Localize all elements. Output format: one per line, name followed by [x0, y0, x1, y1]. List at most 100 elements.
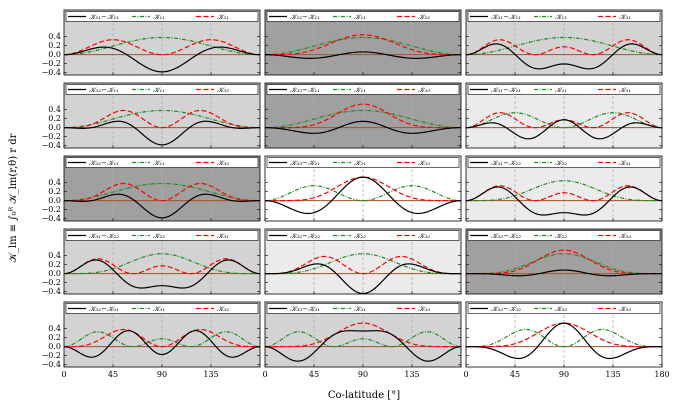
- x-axis-label: Co-latitude [°]: [328, 390, 400, 401]
- y-tick-label: −0.4: [42, 214, 61, 223]
- legend-box: [467, 303, 661, 314]
- y-tick-label: 0.0: [48, 123, 61, 132]
- x-tick-label: 45: [309, 370, 319, 379]
- y-tick-label: −0.2: [42, 132, 61, 141]
- legend: 𝒦₃₂−𝒦₁₁ 𝒦₁₁ 𝒦₃₂: [65, 157, 259, 168]
- second-kernel-line: [64, 109, 260, 129]
- y-tick-label: 0.4: [48, 251, 61, 260]
- legend-label: 𝒦₃₁−𝒦₂₂: [89, 232, 119, 240]
- difference-line: [264, 330, 462, 362]
- legend-label: 𝒦₃₃−𝒦₃₂: [491, 305, 521, 313]
- y-tick-label: 0.4: [48, 32, 61, 41]
- y-tick-label: −0.4: [42, 68, 61, 77]
- y-tick-label: 0.2: [48, 114, 61, 123]
- first-kernel-line: [465, 36, 663, 56]
- panel-10: 𝒦₃₁−𝒦₂₂ 𝒦₂₂ 𝒦₃₁ −0.4−0.20.00.20.4: [42, 228, 261, 296]
- y-tick-label: −0.4: [42, 360, 61, 369]
- legend-label: 𝒦₁₁: [354, 13, 366, 21]
- second-kernel-line: [265, 176, 461, 202]
- legend-label: 𝒦₃₁: [217, 232, 229, 240]
- y-tick-label: 0.2: [48, 187, 61, 196]
- legend-label: 𝒦₂₂: [153, 232, 165, 240]
- legend-label: 𝒦₁₁: [555, 13, 567, 21]
- second-kernel-line: [63, 39, 261, 56]
- panel-3: 𝒦₃₁−𝒦₁₁ 𝒦₁₁ 𝒦₃₁: [465, 9, 663, 76]
- y-tick-label: −0.4: [42, 287, 61, 296]
- legend-label: 𝒦₂₂: [354, 232, 366, 240]
- legend-box: [65, 84, 259, 95]
- y-tick-label: −0.4: [42, 141, 61, 150]
- x-tick-label: 90: [358, 370, 368, 379]
- legend-label: 𝒦₃₂: [217, 159, 229, 167]
- first-kernel-line: [466, 328, 662, 348]
- second-kernel-line: [265, 322, 461, 348]
- second-kernel-line: [265, 255, 461, 275]
- legend-label: 𝒦₂₁: [555, 86, 567, 94]
- legend: 𝒦₃₃−𝒦₂₁ 𝒦₂₁ 𝒦₃₃: [266, 157, 460, 168]
- legend-label: 𝒦₃₁: [619, 159, 631, 167]
- y-axis-label: 𝒦_lm ≡ ∫₀ᴿ 𝒦_lm(r,θ) r dr: [8, 133, 19, 262]
- second-kernel-line: [64, 328, 260, 348]
- first-kernel-line: [63, 36, 261, 56]
- first-kernel-line: [466, 253, 662, 275]
- legend-label: 𝒦₃₂: [418, 232, 430, 240]
- difference-line: [63, 330, 261, 358]
- panel-4: 𝒦₃₂−𝒦₁₁ 𝒦₁₁ 𝒦₃₂ −0.4−0.20.00.20.4: [42, 82, 261, 150]
- y-tick-label: 0.0: [48, 50, 61, 59]
- y-tick-label: −0.2: [42, 351, 61, 360]
- difference-line: [63, 193, 261, 219]
- y-tick-label: −0.2: [42, 205, 61, 214]
- first-kernel-line: [265, 253, 461, 275]
- legend: 𝒦₂₂−𝒦₁₁ 𝒦₁₁ 𝒦₂₂: [266, 11, 460, 22]
- legend-label: 𝒦₃₂−𝒦₂₂: [290, 232, 320, 240]
- panel-14: 𝒦₃₃−𝒦₃₁ 𝒦₃₁ 𝒦₃₃ 0 45 90 135: [262, 301, 462, 379]
- legend-box: [65, 230, 259, 241]
- legend-box: [467, 84, 661, 95]
- x-tick-label: 180: [654, 370, 669, 379]
- first-kernel-line: [63, 109, 261, 129]
- legend-label: 𝒦₂₁−𝒦₁₁: [89, 13, 119, 21]
- legend-label: 𝒦₃₃−𝒦₂₁: [290, 159, 320, 167]
- panel-12: 𝒦₃₃−𝒦₂₂ 𝒦₂₂ 𝒦₃₃: [465, 228, 663, 295]
- legend-label: 𝒦₃₁−𝒦₂₁: [491, 86, 521, 94]
- legend-label: 𝒦₃₁: [619, 86, 631, 94]
- difference-line: [465, 43, 663, 70]
- legend: 𝒦₃₁−𝒦₂₁ 𝒦₂₁ 𝒦₃₁: [467, 84, 661, 95]
- y-tick-label: 0.2: [48, 41, 61, 50]
- legend-box: [266, 157, 460, 168]
- difference-line: [63, 46, 261, 73]
- y-tick-label: 0.0: [48, 196, 61, 205]
- first-kernel-line: [63, 331, 261, 348]
- second-kernel-line: [466, 322, 662, 348]
- x-tick-label: 0: [463, 370, 468, 379]
- legend-label: 𝒦₃₂: [217, 305, 229, 313]
- legend-box: [467, 11, 661, 22]
- difference-line: [466, 269, 662, 277]
- first-kernel-line: [64, 253, 260, 275]
- legend-box: [467, 230, 661, 241]
- legend-box: [266, 230, 460, 241]
- legend-label: 𝒦₂₂: [555, 159, 567, 167]
- difference-line: [264, 120, 462, 134]
- legend-label: 𝒦₁₁: [153, 86, 165, 94]
- legend-label: 𝒦₃₂: [555, 305, 567, 313]
- panel-11: 𝒦₃₂−𝒦₂₂ 𝒦₂₂ 𝒦₃₂: [264, 228, 462, 295]
- legend-box: [65, 157, 259, 168]
- first-kernel-line: [63, 182, 261, 202]
- panel-9: 𝒦₃₁−𝒦₂₂ 𝒦₂₂ 𝒦₃₁: [465, 155, 663, 222]
- first-kernel-line: [264, 36, 462, 56]
- y-tick-label: 0.0: [48, 269, 61, 278]
- y-tick-label: 0.0: [48, 342, 61, 351]
- x-tick-label: 90: [157, 370, 167, 379]
- x-tick-label: 0: [262, 370, 267, 379]
- legend-label: 𝒦₂₂−𝒦₁₁: [290, 13, 320, 21]
- first-kernel-line: [466, 180, 662, 202]
- legend-label: 𝒦₂₁: [217, 13, 229, 21]
- first-kernel-line: [264, 185, 462, 202]
- y-tick-label: 0.2: [48, 260, 61, 269]
- first-kernel-line: [264, 331, 462, 348]
- second-kernel-line: [64, 182, 260, 202]
- legend-label: 𝒦₃₃: [418, 305, 430, 313]
